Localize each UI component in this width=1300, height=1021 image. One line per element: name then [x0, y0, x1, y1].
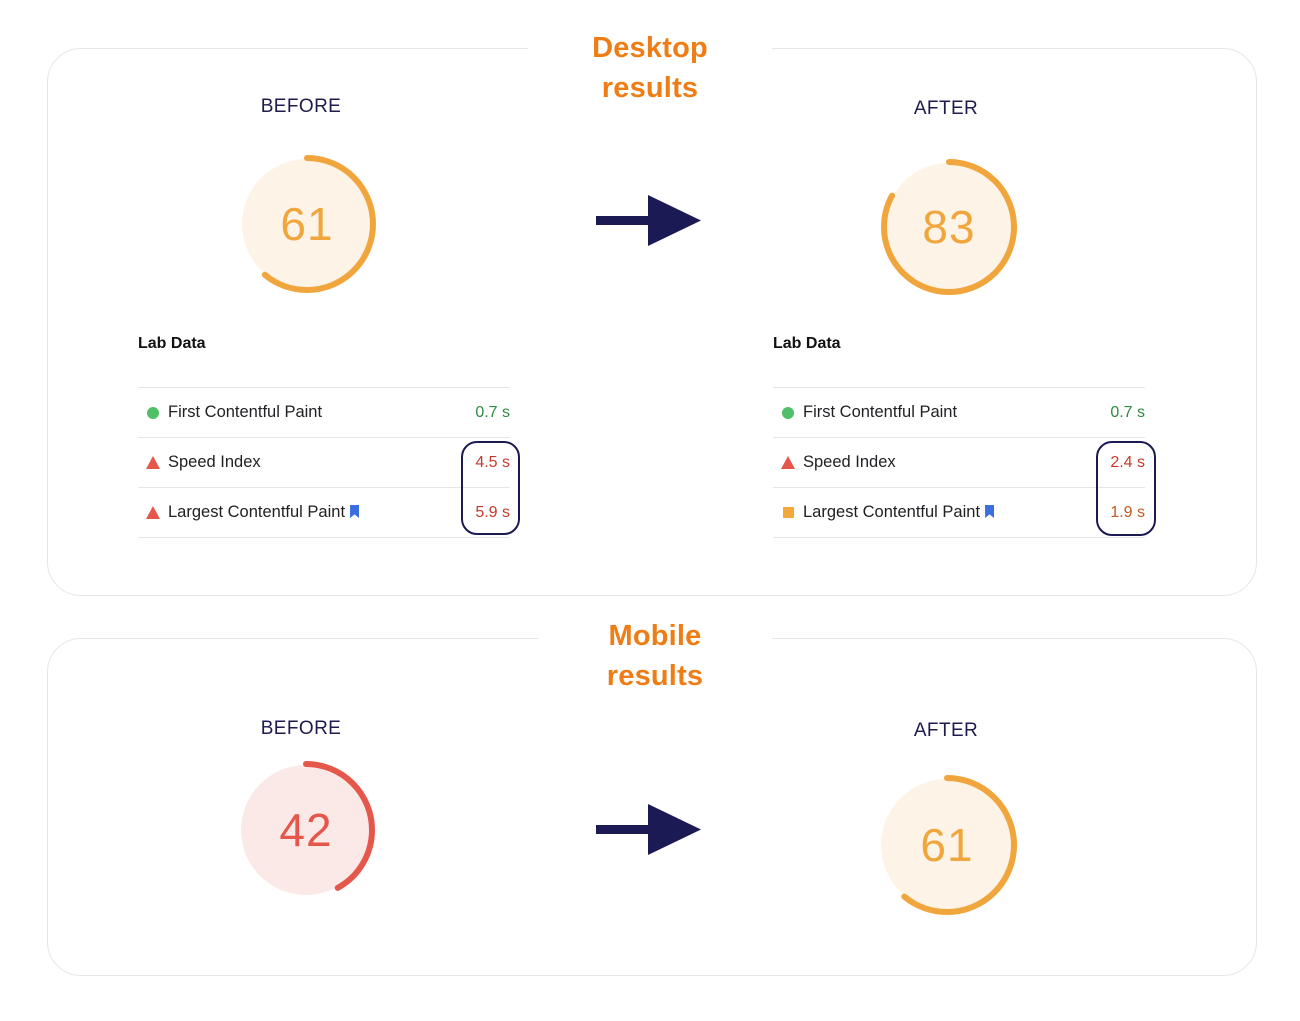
desktop-after-lab-table: First Contentful Paint 0.7 s Speed Index… [773, 387, 1145, 538]
gauge-arc [877, 775, 1017, 915]
metric-name: Speed Index [803, 453, 896, 471]
green-circle-icon [773, 406, 803, 419]
metric-value: 1.9 s [1110, 503, 1145, 521]
mobile-before-score-gauge: 42 [236, 760, 376, 900]
desktop-after-label: AFTER [913, 98, 979, 119]
right-arrow-icon [596, 195, 701, 246]
desktop-before-label: BEFORE [260, 96, 342, 117]
bookmark-icon[interactable] [985, 505, 995, 518]
gauge-ring [877, 775, 1017, 915]
red-triangle-icon [138, 456, 168, 469]
lab-row-fcp: First Contentful Paint 0.7 s [138, 388, 510, 438]
green-circle-icon [138, 406, 168, 419]
desktop-after-score-gauge: 83 [880, 158, 1018, 296]
desktop-before-lab-title: Lab Data [138, 335, 206, 352]
gauge-ring [881, 159, 1017, 295]
orange-square-icon [773, 507, 803, 518]
desktop-section-title: Desktop results [528, 28, 772, 108]
desktop-before-lab-table: First Contentful Paint 0.7 s Speed Index… [138, 387, 510, 538]
desktop-after-lab-title: Lab Data [773, 335, 841, 352]
gauge-arc [881, 159, 1017, 295]
lab-row-lcp: Largest Contentful Paint 5.9 s [138, 488, 510, 538]
mobile-section-title: Mobile results [538, 616, 772, 696]
metric-name: Speed Index [168, 453, 261, 471]
gauge-arc [238, 155, 376, 293]
gauge-background [881, 779, 1013, 911]
gauge-background [242, 159, 372, 289]
metric-value: 5.9 s [475, 503, 510, 521]
metric-name-with-bookmark: Largest Contentful Paint [168, 503, 450, 522]
metric-value: 4.5 s [475, 453, 510, 471]
red-triangle-icon [138, 506, 168, 519]
bookmark-icon[interactable] [350, 505, 360, 518]
metric-name: First Contentful Paint [168, 403, 323, 421]
metric-name: Largest Contentful Paint [168, 503, 346, 521]
gauge-background [241, 765, 371, 895]
gauge-ring [237, 761, 375, 899]
mobile-before-score: 42 [279, 804, 333, 856]
mobile-before-label: BEFORE [260, 718, 342, 739]
right-arrow-icon [596, 804, 701, 855]
gauge-background [885, 163, 1013, 291]
mobile-after-label: AFTER [913, 720, 979, 741]
desktop-after-highlight-box [1096, 441, 1156, 536]
metric-name-with-bookmark: Largest Contentful Paint [803, 503, 1085, 522]
lab-row-lcp: Largest Contentful Paint 1.9 s [773, 488, 1145, 538]
metric-value: 0.7 s [475, 403, 510, 421]
desktop-before-score-gauge: 61 [237, 154, 377, 294]
metric-name: First Contentful Paint [803, 403, 958, 421]
lab-row-fcp: First Contentful Paint 0.7 s [773, 388, 1145, 438]
desktop-before-score: 61 [280, 198, 334, 250]
gauge-arc [237, 761, 375, 899]
mobile-after-score: 61 [920, 819, 974, 871]
metric-name: Largest Contentful Paint [803, 503, 981, 521]
red-triangle-icon [773, 456, 803, 469]
gauge-ring [238, 155, 376, 293]
lab-row-speed-index: Speed Index 4.5 s [138, 438, 510, 488]
metric-value: 0.7 s [1110, 403, 1145, 421]
desktop-results-panel [47, 48, 1257, 596]
metric-value: 2.4 s [1110, 453, 1145, 471]
desktop-after-score: 83 [922, 201, 976, 253]
mobile-after-score-gauge: 61 [876, 774, 1018, 916]
desktop-before-highlight-box [461, 441, 520, 535]
lab-row-speed-index: Speed Index 2.4 s [773, 438, 1145, 488]
